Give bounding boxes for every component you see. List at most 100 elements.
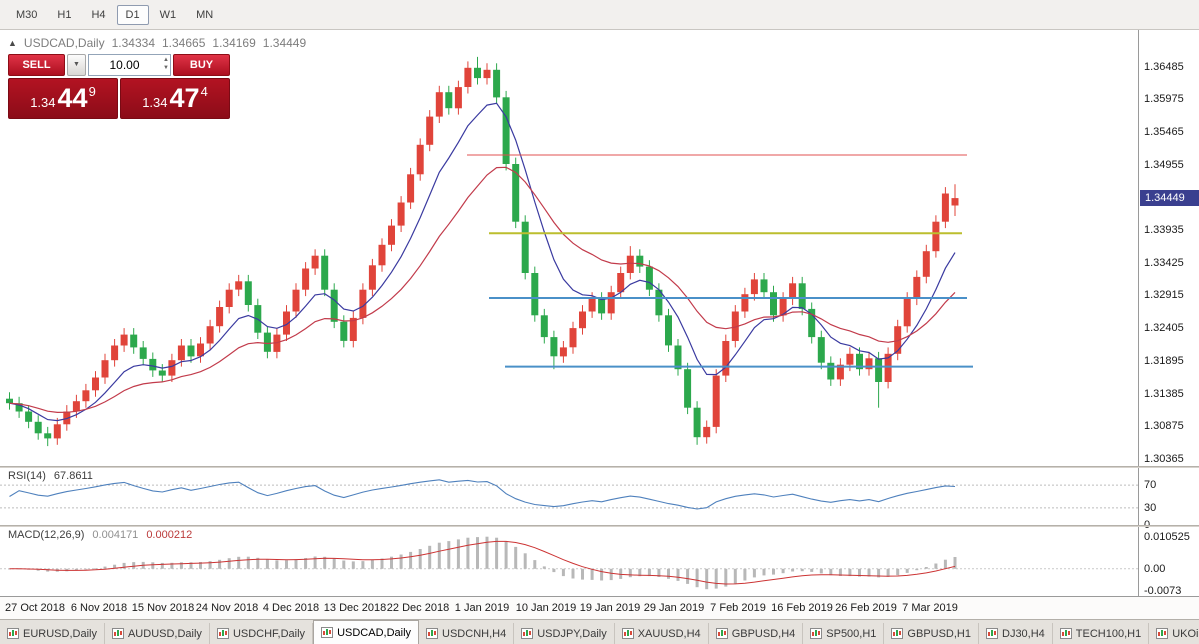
candle (426, 110, 434, 152)
price-axis[interactable]: 1.34449 1.36485 1.35975 1.35465 1.34955 1.33… (1138, 30, 1199, 597)
volume-spinner[interactable]: ▲ ▼ (163, 55, 169, 75)
candle (760, 273, 768, 299)
price-tick-label: 1.31385 (1144, 388, 1184, 400)
candle (139, 341, 147, 366)
chart-tab-icon (426, 628, 439, 639)
macd-histogram-bar (504, 541, 508, 569)
timeframe-button-m30[interactable]: M30 (16, 8, 38, 21)
price-tick-label: 1.35975 (1144, 93, 1184, 105)
candle (225, 283, 233, 314)
candle (875, 351, 883, 408)
chart-tab-ukoil-h1[interactable]: UKOil,H1 (1149, 623, 1199, 644)
chart-tab-sp500-h1[interactable]: SP500,H1 (803, 623, 885, 644)
spin-up-icon[interactable]: ▲ (163, 57, 169, 64)
price-tick-label: 1.33935 (1144, 224, 1184, 236)
volume-input[interactable] (88, 54, 171, 76)
macd-histogram-bar (600, 568, 604, 581)
rsi-svg[interactable] (0, 468, 1138, 525)
candle (483, 63, 491, 85)
macd-histogram-bar (342, 560, 346, 569)
chart-tab-icon (891, 628, 904, 639)
candle (63, 405, 71, 431)
timeframe-button-h1[interactable]: H1 (57, 8, 72, 21)
spin-down-icon[interactable]: ▼ (163, 65, 169, 71)
chart-tab-gbpusd-h4[interactable]: GBPUSD,H4 (709, 623, 804, 644)
macd-svg[interactable] (0, 527, 1138, 595)
panel-splitter-macd[interactable] (0, 525, 1199, 527)
price-tick-label: 1.30365 (1144, 453, 1184, 465)
sell-button[interactable]: SELL (8, 54, 65, 76)
chart-tab-icon (216, 628, 229, 639)
chart-tab-usdcnh-h4[interactable]: USDCNH,H4 (419, 623, 515, 644)
candle (416, 138, 424, 181)
chart-tab-audusd-daily[interactable]: AUDUSD,Daily (105, 623, 210, 644)
macd-histogram-bar (867, 568, 871, 577)
timeframe-button-w1[interactable]: W1 (159, 8, 177, 21)
candle (722, 334, 730, 382)
candle (779, 292, 787, 322)
chart-tab-usdchf-daily[interactable]: USDCHF,Daily (210, 623, 314, 644)
panel-splitter-rsi[interactable] (0, 466, 1199, 468)
candle (617, 266, 625, 299)
macd-histogram-bar (772, 568, 775, 575)
chart-tab-usdcad-daily[interactable]: USDCAD,Daily (313, 620, 420, 644)
macd-histogram-bar (514, 546, 518, 569)
candle (941, 187, 949, 229)
chart-symbol-label: USDCAD,Daily (23, 36, 105, 50)
macd-histogram-bar (705, 568, 709, 590)
candle (378, 238, 386, 272)
date-label: 1 Jan 2019 (454, 602, 510, 614)
chart-tab-tech100-h1[interactable]: TECH100,H1 (1053, 623, 1150, 644)
macd-histogram-bar (132, 562, 136, 569)
macd-histogram-bar (896, 568, 900, 576)
candle (741, 287, 749, 318)
date-label: 4 Dec 2018 (262, 602, 320, 614)
chart-tab-icon (621, 628, 634, 639)
chart-tab-eurusd-daily[interactable]: EURUSD,Daily (0, 623, 105, 644)
macd-histogram-bar (886, 568, 890, 577)
buy-button[interactable]: BUY (173, 54, 230, 76)
macd-histogram-bar (447, 541, 451, 569)
one-click-trading-widget: SELL ▼ ▲▼ BUY 1.34 44 9 1.34 47 4 (8, 54, 230, 119)
macd-histogram-bar (657, 568, 661, 577)
macd-histogram-bar (399, 554, 403, 569)
candle (130, 328, 138, 354)
chart-tab-icon (321, 627, 334, 638)
chart-tab-usdjpy-daily[interactable]: USDJPY,Daily (514, 623, 615, 644)
macd-histogram-bar (619, 568, 623, 579)
timeframe-button-mn[interactable]: MN (196, 8, 214, 21)
date-label: 19 Jan 2019 (579, 602, 641, 614)
date-label: 7 Mar 2019 (902, 602, 958, 614)
collapse-arrow-icon[interactable]: ▲ (8, 38, 17, 48)
macd-histogram-bar (733, 568, 737, 584)
chart-tab-xauusd-h4[interactable]: XAUUSD,H4 (615, 623, 709, 644)
candle (693, 401, 701, 445)
macd-histogram-bar (256, 557, 260, 569)
rsi-axis-label: 30 (1144, 502, 1157, 514)
timeframe-button-h4[interactable]: H4 (91, 8, 106, 21)
macd-histogram-bar (361, 561, 365, 569)
candle (368, 258, 376, 297)
candle (951, 184, 959, 216)
macd-histogram-bar (437, 542, 441, 569)
chart-tab-dj30-h4[interactable]: DJ30,H4 (979, 623, 1053, 644)
chart-tab-gbpusd-h1[interactable]: GBPUSD,H1 (884, 623, 979, 644)
date-label: 6 Nov 2018 (70, 602, 128, 614)
candle (397, 196, 405, 232)
macd-histogram-bar (934, 563, 938, 569)
candle (712, 369, 720, 434)
sell-price-panel[interactable]: 1.34 44 9 (8, 78, 118, 119)
candle (34, 415, 42, 440)
date-label: 16 Feb 2019 (771, 602, 833, 614)
candle (540, 308, 548, 344)
macd-histogram-bar (113, 564, 117, 569)
buy-price-panel[interactable]: 1.34 47 4 (120, 78, 230, 119)
candle (263, 326, 271, 359)
candle (607, 285, 615, 320)
volume-dropdown-button[interactable]: ▼ (67, 54, 86, 76)
candle (302, 262, 310, 297)
timeframe-button-d1[interactable]: D1 (116, 4, 149, 25)
macd-histogram-bar (561, 568, 565, 577)
macd-histogram-bar (237, 556, 241, 569)
date-axis[interactable]: 27 Oct 2018 6 Nov 2018 15 Nov 2018 24 Nov 2… (0, 596, 1199, 619)
